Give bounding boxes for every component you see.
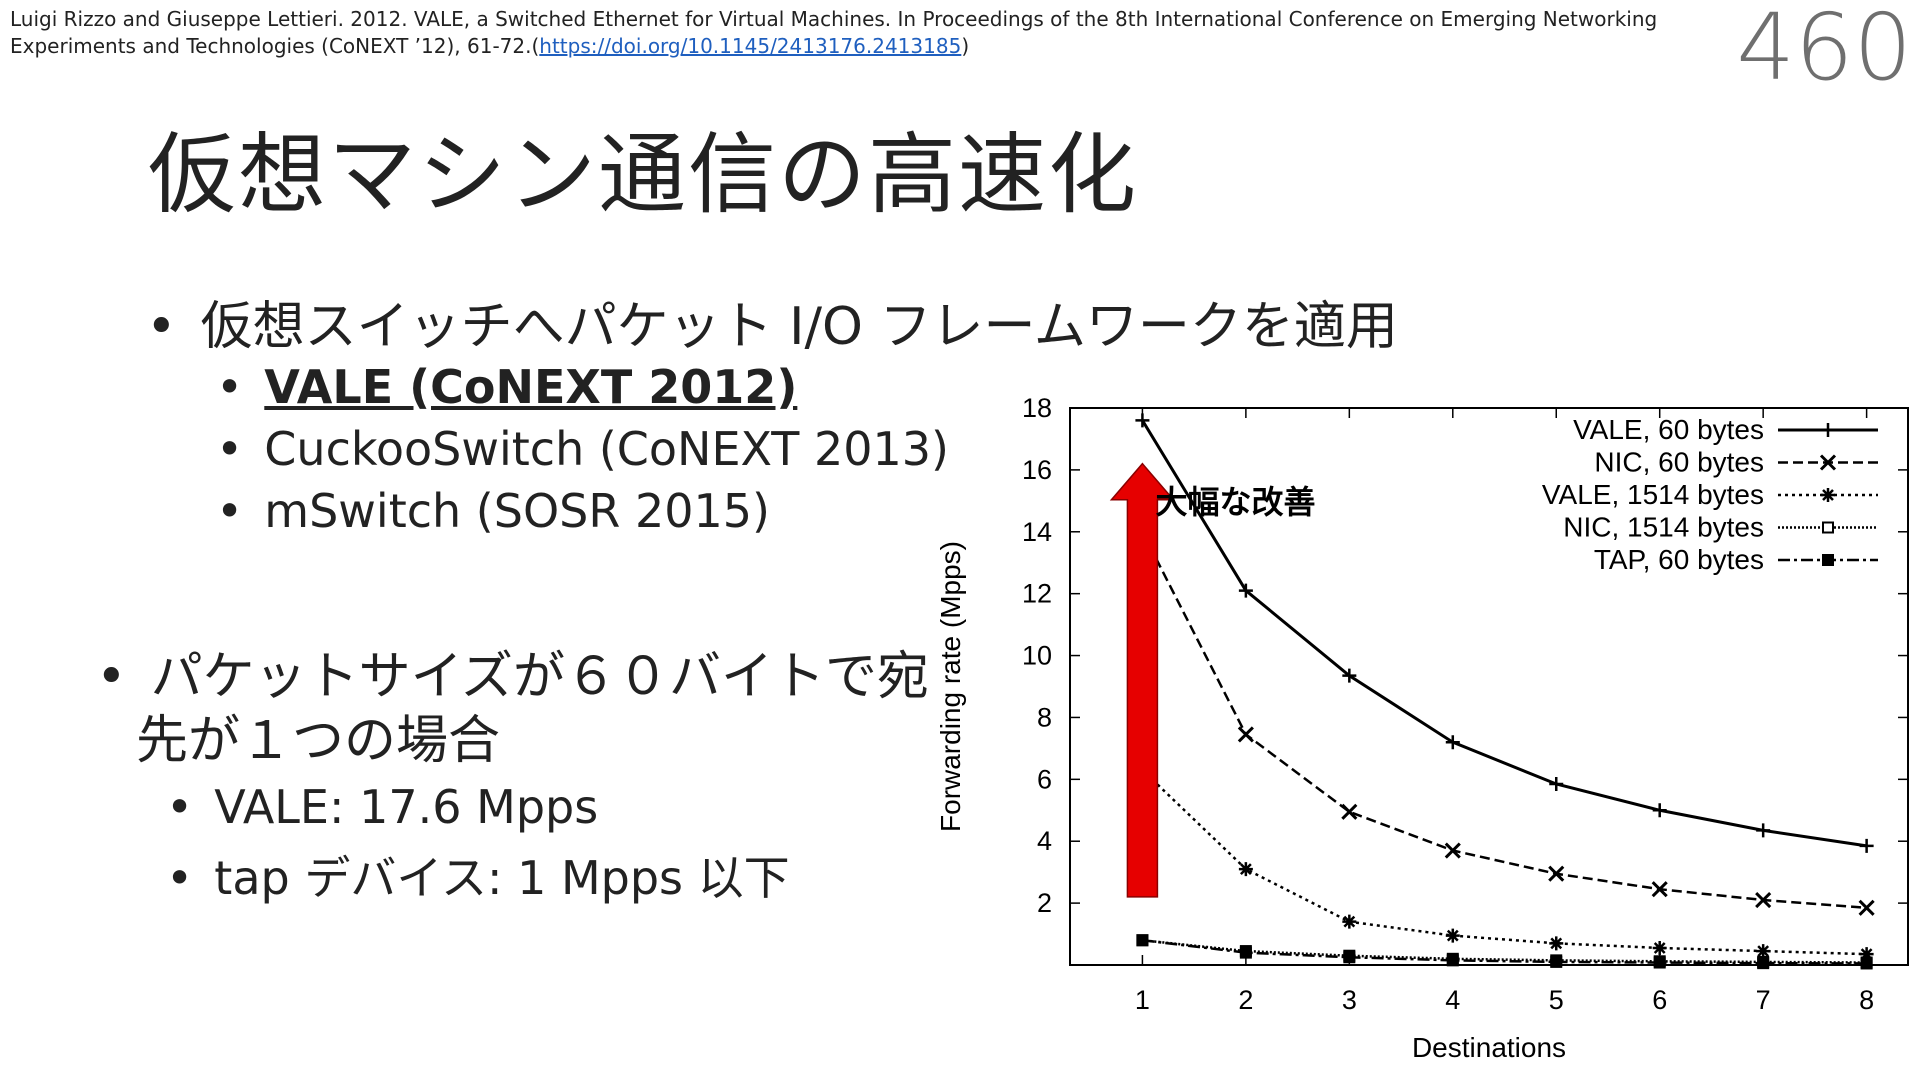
legend-label: VALE, 60 bytes xyxy=(1573,414,1764,445)
citation: Luigi Rizzo and Giuseppe Lettieri. 2012.… xyxy=(10,6,1750,60)
series-5-point xyxy=(1136,934,1149,947)
series-1-point xyxy=(1549,776,1564,791)
series-1-point xyxy=(1756,823,1771,838)
series-5-point xyxy=(1343,951,1356,964)
bullet-mswitch: • mSwitch (SOSR 2015) xyxy=(216,484,770,538)
legend-label: NIC, 60 bytes xyxy=(1594,447,1764,478)
y-tick-label: 16 xyxy=(1022,455,1052,485)
legend-marker xyxy=(1822,521,1834,534)
series-5-point xyxy=(1446,954,1459,967)
x-tick-label: 8 xyxy=(1859,985,1874,1015)
y-axis-label: Forwarding rate (Mpps) xyxy=(935,541,966,832)
bullet-main-1-text: 仮想スイッチへパケット I/O フレームワークを適用 xyxy=(200,297,1398,357)
series-3-point xyxy=(1652,940,1667,955)
y-tick-label: 2 xyxy=(1037,888,1052,918)
bullet-dot: • xyxy=(146,297,177,357)
series-5-point xyxy=(1860,957,1873,970)
x-tick-label: 3 xyxy=(1342,985,1357,1015)
y-tick-label: 6 xyxy=(1037,764,1052,794)
bullet-dot: • xyxy=(166,851,194,905)
series-line-3 xyxy=(1141,769,1867,956)
x-axis-label: Destinations xyxy=(1412,1032,1566,1063)
series-1-point xyxy=(1342,668,1357,683)
bullet-dot: • xyxy=(216,360,244,414)
x-tick-label: 5 xyxy=(1549,985,1564,1015)
y-tick-label: 10 xyxy=(1022,641,1052,671)
bullet-mswitch-text: mSwitch (SOSR 2015) xyxy=(264,484,770,538)
y-tick-label: 8 xyxy=(1037,702,1052,732)
series-2-point xyxy=(1444,842,1461,859)
bullet-main-1: • 仮想スイッチへパケット I/O フレームワークを適用 xyxy=(146,284,1398,359)
slide-title: 仮想マシン通信の高速化 xyxy=(148,123,1139,226)
legend-label: TAP, 60 bytes xyxy=(1594,544,1764,575)
y-tick-label: 12 xyxy=(1022,579,1052,609)
legend-marker xyxy=(1821,488,1835,502)
bullet-vale-text[interactable]: VALE (CoNEXT 2012) xyxy=(264,360,798,414)
x-tick-label: 4 xyxy=(1445,985,1460,1015)
bullet-tap-rate-text: tap デバイス: 1 Mpps 以下 xyxy=(214,851,790,905)
citation-close: ) xyxy=(961,34,970,58)
series-3-point xyxy=(1445,928,1460,943)
legend-marker xyxy=(1822,554,1834,566)
series-3-point xyxy=(1859,947,1874,962)
series-3-point xyxy=(1342,914,1357,929)
series-5-point xyxy=(1239,946,1252,959)
series-2-point xyxy=(1755,891,1772,909)
legend-label: NIC, 1514 bytes xyxy=(1563,512,1764,543)
series-3-point xyxy=(1549,936,1564,951)
x-tick-label: 2 xyxy=(1238,985,1253,1015)
bullet-dot: • xyxy=(96,647,127,707)
series-1-point xyxy=(1135,413,1150,428)
x-tick-label: 7 xyxy=(1756,985,1771,1015)
bullet-dot: • xyxy=(216,422,244,476)
series-1-point xyxy=(1859,838,1874,853)
bullet-vale-rate: • VALE: 17.6 Mpps xyxy=(166,780,598,834)
bullet-vale: • VALE (CoNEXT 2012) xyxy=(216,360,797,414)
y-tick-label: 14 xyxy=(1022,517,1052,547)
series-1-point xyxy=(1652,803,1667,818)
bullet-cuckooswitch-text: CuckooSwitch (CoNEXT 2013) xyxy=(264,422,949,476)
series-2-point xyxy=(1651,881,1668,898)
bullet-dot: • xyxy=(216,484,244,538)
bullet-cuckooswitch: • CuckooSwitch (CoNEXT 2013) xyxy=(216,422,949,476)
x-tick-label: 1 xyxy=(1135,985,1150,1015)
series-2-point xyxy=(1237,726,1254,743)
series-1-point xyxy=(1445,735,1460,750)
series-2-point xyxy=(1341,803,1358,820)
annotation-text: 大幅な改善 xyxy=(1156,483,1316,521)
plot-frame xyxy=(1069,407,1909,966)
y-tick-label: 18 xyxy=(1022,393,1052,423)
legend-marker xyxy=(1821,423,1835,437)
series-3-point xyxy=(1238,862,1253,877)
series-line-5 xyxy=(1142,939,1867,965)
doi-link[interactable]: https://doi.org/10.1145/2413176.2413185 xyxy=(539,34,962,58)
y-tick-label: 4 xyxy=(1037,826,1052,856)
citation-text: Luigi Rizzo and Giuseppe Lettieri. 2012.… xyxy=(10,7,1658,58)
bullet-vale-rate-text: VALE: 17.6 Mpps xyxy=(214,780,599,834)
page-number: 460 xyxy=(1736,0,1912,101)
series-5-point xyxy=(1550,955,1563,968)
series-5-point xyxy=(1653,956,1666,969)
legend-label: VALE, 1514 bytes xyxy=(1542,479,1764,510)
bullet-dot: • xyxy=(166,780,194,834)
improvement-arrow xyxy=(1109,462,1176,898)
legend-marker xyxy=(1819,454,1837,471)
series-line-2 xyxy=(1141,531,1867,909)
series-1-point xyxy=(1238,583,1253,598)
series-2-point xyxy=(1858,899,1875,916)
bullet-main-2-text: パケットサイズが６０バイトで宛先が１つの場合 xyxy=(136,647,930,771)
series-line-1 xyxy=(1141,419,1867,848)
bullet-main-2: • パケットサイズが６０バイトで宛先が１つの場合 xyxy=(96,645,976,773)
series-2-point xyxy=(1548,865,1565,882)
x-tick-label: 6 xyxy=(1652,985,1667,1015)
bullet-tap-rate: • tap デバイス: 1 Mpps 以下 xyxy=(166,842,790,908)
series-5-point xyxy=(1757,957,1770,970)
series-3-point xyxy=(1756,944,1771,959)
